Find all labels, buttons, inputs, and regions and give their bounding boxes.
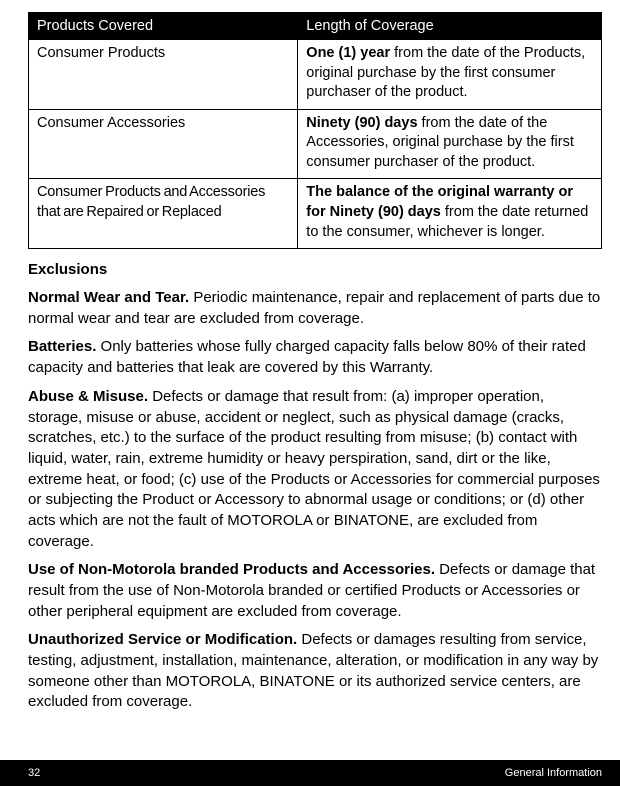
paragraph-wear-tear: Normal Wear and Tear. Periodic maintenan… xyxy=(28,288,602,329)
header-length: Length of Coverage xyxy=(298,13,602,40)
paragraph-batteries: Batteries. Only batteries whose fully ch… xyxy=(28,337,602,378)
paragraph-unauthorized-service: Unauthorized Service or Modification. De… xyxy=(28,630,602,713)
coverage-table: Products Covered Length of Coverage Cons… xyxy=(28,12,602,249)
table-row: Consumer Products and Accessories that a… xyxy=(29,179,602,249)
header-products: Products Covered xyxy=(29,13,298,40)
table-header-row: Products Covered Length of Coverage xyxy=(29,13,602,40)
cell-coverage: Ninety (90) days from the date of the Ac… xyxy=(298,109,602,179)
paragraph-abuse-misuse: Abuse & Misuse. Defects or damage that r… xyxy=(28,387,602,553)
cell-product: Consumer Products and Accessories that a… xyxy=(29,179,298,249)
table-row: Consumer Accessories Ninety (90) days fr… xyxy=(29,109,602,179)
footer-section: General Information xyxy=(505,767,602,779)
page-number: 32 xyxy=(28,767,40,779)
cell-product: Consumer Accessories xyxy=(29,109,298,179)
page-footer: 32 General Information xyxy=(0,760,620,786)
exclusions-heading: Exclusions xyxy=(28,261,602,278)
paragraph-non-motorola: Use of Non-Motorola branded Products and… xyxy=(28,560,602,622)
cell-coverage: The balance of the original warranty or … xyxy=(298,179,602,249)
page: Products Covered Length of Coverage Cons… xyxy=(0,0,620,786)
cell-product: Consumer Products xyxy=(29,40,298,110)
table-row: Consumer Products One (1) year from the … xyxy=(29,40,602,110)
cell-coverage: One (1) year from the date of the Produc… xyxy=(298,40,602,110)
